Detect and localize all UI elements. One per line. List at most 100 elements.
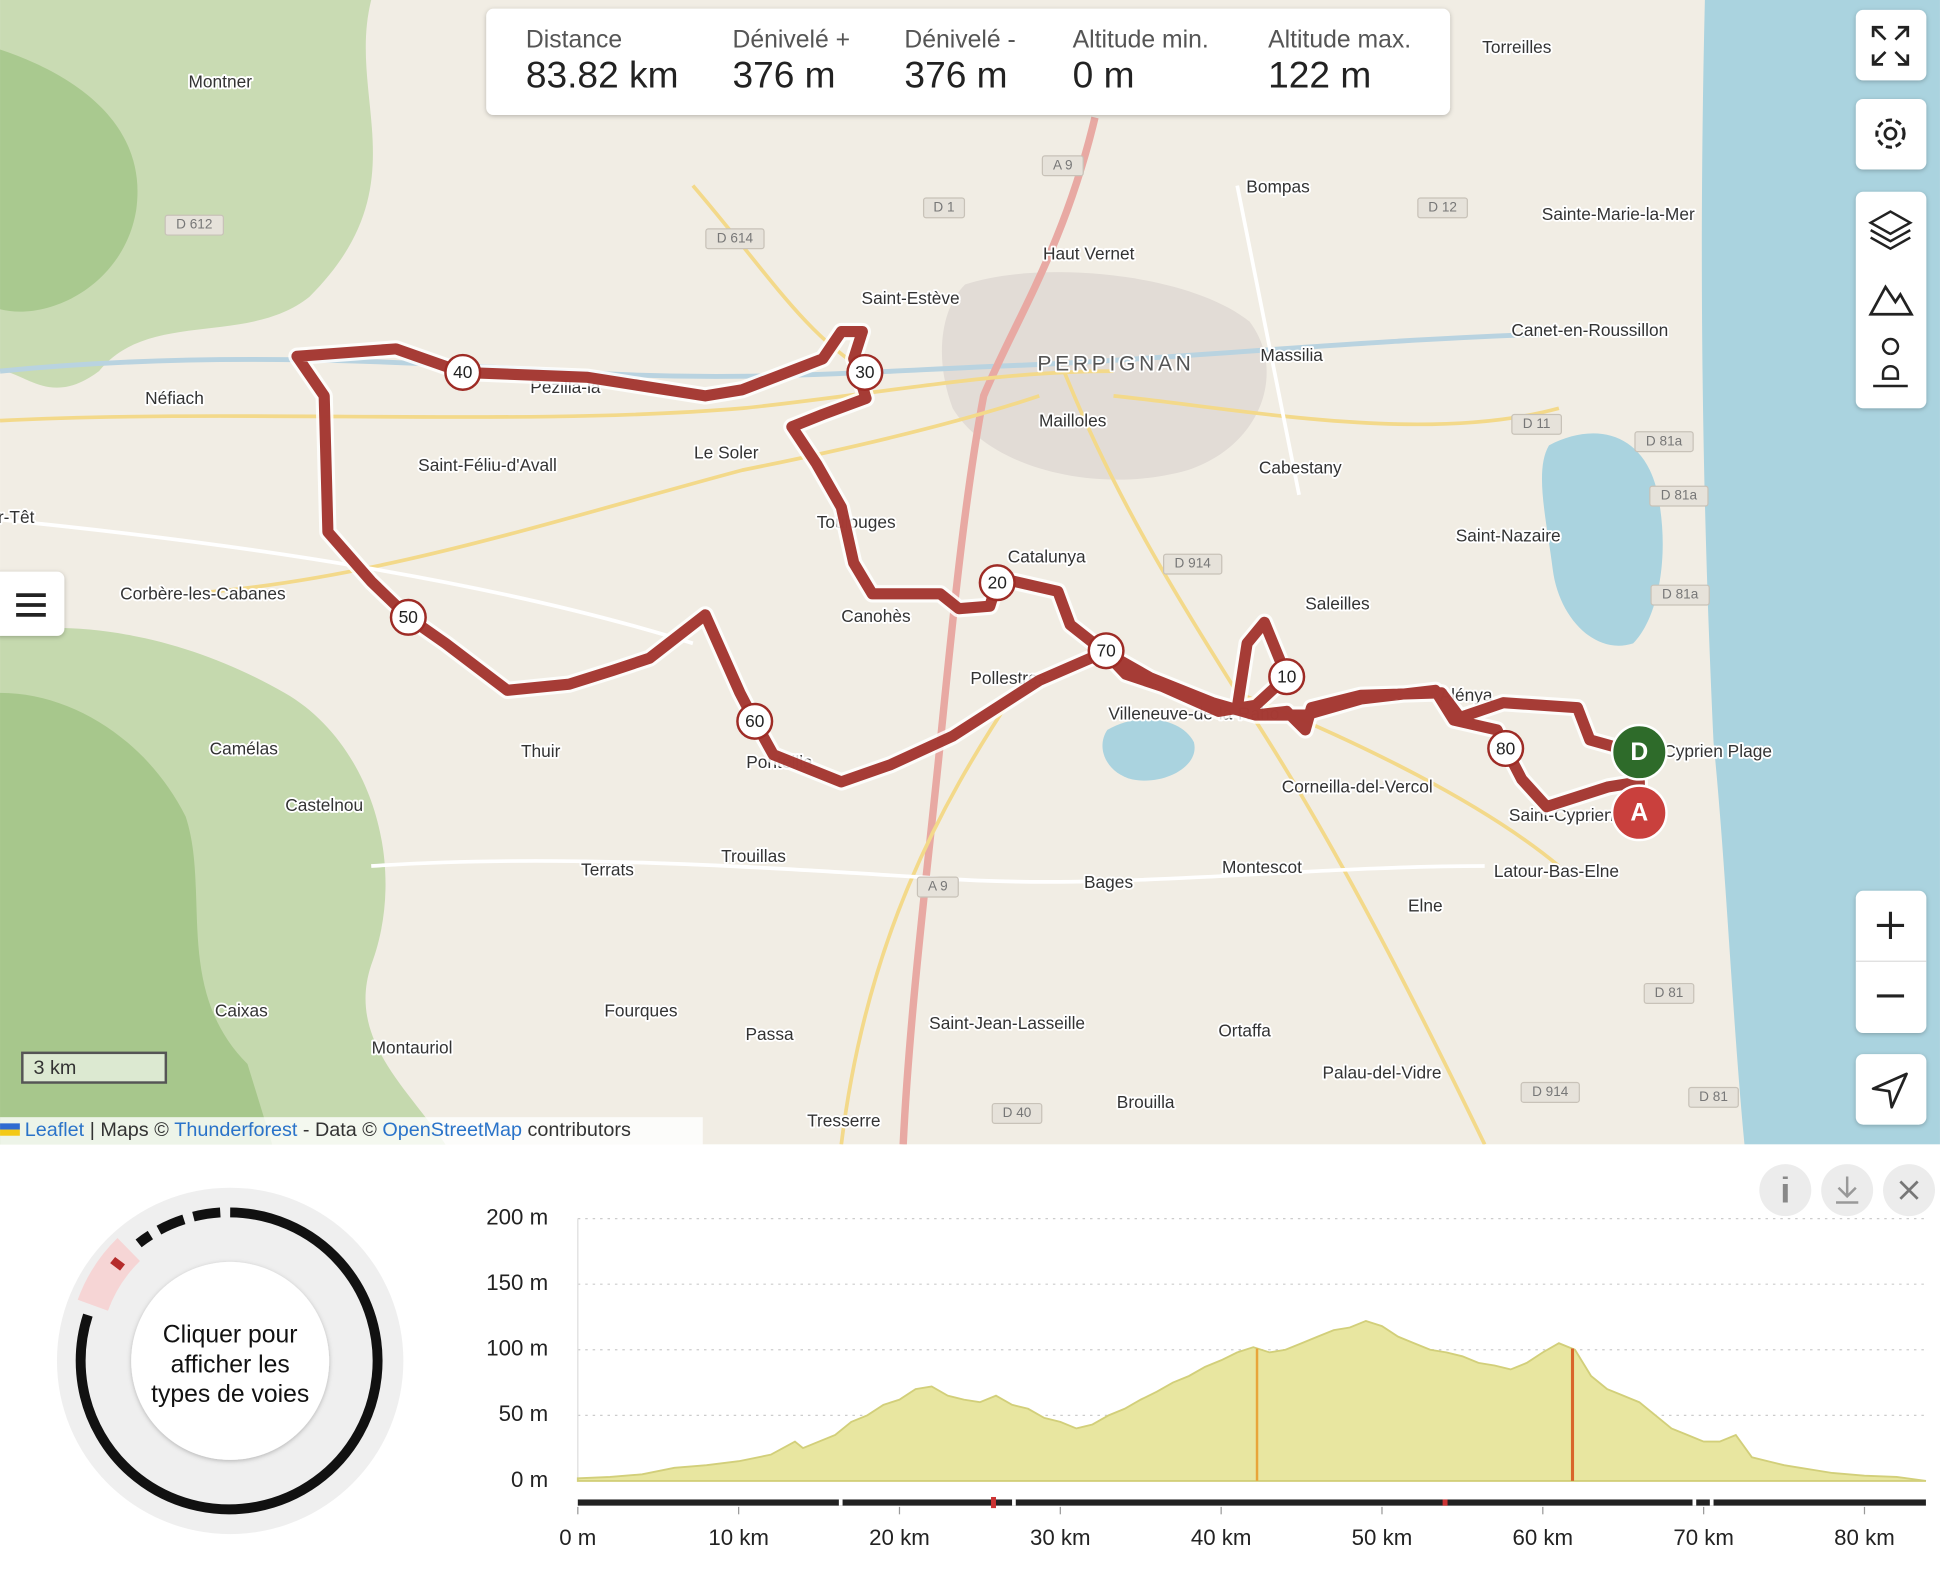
strip-gap [1709, 1499, 1714, 1506]
terrain-button[interactable] [1868, 284, 1914, 316]
place-label: Passa [746, 1024, 794, 1044]
km-marker [444, 353, 482, 391]
place-label: Bompas [1246, 177, 1310, 197]
locate-button[interactable] [1855, 1054, 1927, 1125]
road-label: D 81a [1661, 488, 1698, 503]
stat-label: Dénivelé + [732, 26, 850, 53]
place-label: Caixas [215, 1001, 268, 1021]
place-label: Ortaffa [1218, 1020, 1271, 1040]
info-button[interactable] [1759, 1164, 1812, 1217]
link[interactable]: OpenStreetMap [382, 1119, 522, 1141]
road-types-button[interactable]: Cliquer pour afficher les types de voies [56, 1187, 404, 1535]
x-tick-label: 80 km [1834, 1525, 1895, 1550]
x-tick-label: 70 km [1673, 1525, 1734, 1550]
zoom-control [1855, 890, 1927, 1034]
road-type-strip [577, 1499, 1926, 1506]
end-marker [1610, 784, 1668, 842]
road-label: D 614 [717, 230, 754, 245]
attribution-bg [0, 1117, 703, 1145]
km-marker-label: 50 [399, 607, 418, 627]
button[interactable] [1855, 1054, 1927, 1125]
button[interactable] [1855, 98, 1927, 170]
road-shield [1162, 553, 1223, 575]
elevation-profile: 0 m 50 m 100 m 150 m 200 m 0 m 10 km 20 km 30 km… [486, 1204, 1929, 1550]
link[interactable]: Thunderforest [174, 1119, 298, 1141]
route-line [291, 325, 1645, 819]
urban-area [941, 272, 1267, 480]
road-label: D 81 [1699, 1089, 1728, 1104]
strip-gap [1692, 1499, 1697, 1506]
icon [1899, 1180, 1919, 1200]
km-marker [846, 353, 884, 391]
settings-button[interactable] [1855, 98, 1927, 170]
text: - Data © [297, 1119, 382, 1141]
fullscreen-button[interactable] [1855, 9, 1927, 81]
place-label: Montescot [1222, 857, 1302, 877]
close-button[interactable] [1883, 1164, 1935, 1217]
stat-value: 83.82 km [526, 54, 679, 96]
place-label: Trouillas [721, 846, 786, 866]
road-label: D 612 [176, 217, 212, 232]
icon [1876, 911, 1905, 940]
text: | Maps © [84, 1119, 174, 1141]
download-button[interactable] [1821, 1164, 1874, 1217]
prompt-line: types de voies [151, 1381, 309, 1408]
layer-buttons [1855, 191, 1927, 409]
x-tick-label: 20 km [869, 1525, 930, 1550]
stat-label: Dénivelé - [904, 26, 1015, 53]
layers-button[interactable] [1868, 210, 1913, 251]
km-marker-label: 10 [1277, 667, 1296, 687]
place-label: Castelnou [285, 795, 363, 815]
road-shield [705, 228, 765, 250]
km-marker-label: 60 [745, 711, 764, 731]
road-shield [1649, 485, 1709, 507]
place-label: Néfiach [145, 388, 204, 408]
motorway [899, 116, 1099, 1145]
button[interactable] [1855, 9, 1927, 81]
road-label: A 9 [928, 879, 948, 894]
stats-panel [486, 8, 1451, 116]
attribution-text: Leaflet | Maps © Thunderforest - Data © … [25, 1119, 631, 1141]
map[interactable]: Montner Torreilles Bompas Haut Vernet Sainte… [0, 0, 1940, 1146]
stat-value: 376 m [732, 54, 835, 96]
road-shield [1634, 431, 1694, 453]
stat-label: Altitude min. [1073, 26, 1209, 53]
zoom-in-button[interactable] [1876, 911, 1905, 940]
x-tick-label: 0 m [559, 1525, 596, 1550]
scale-box [21, 1051, 168, 1084]
place-label: PERPIGNAN [1037, 353, 1194, 376]
road-label: D 1 [933, 199, 954, 214]
text: contributors [522, 1119, 631, 1141]
km-marker-label: 70 [1096, 641, 1115, 661]
stat-value: 122 m [1268, 54, 1371, 96]
strip-mark [991, 1496, 996, 1509]
place-label: Tresserre [807, 1111, 880, 1131]
button-group [1855, 890, 1927, 1034]
bottom-panel: Cliquer pour afficher les types de voies… [0, 1144, 1940, 1592]
place-label: Canet-en-Roussillon [1511, 320, 1668, 340]
y-tick-label: 50 m [499, 1401, 548, 1426]
person-button[interactable] [1873, 337, 1908, 388]
place-label: Saint-Estève [862, 288, 960, 308]
km-marker-label: 20 [988, 573, 1007, 593]
map-controls [0, 9, 1927, 1125]
forest [0, 692, 273, 1145]
place-label: Brouilla [1117, 1092, 1175, 1112]
stat-label: Distance [526, 26, 622, 53]
icon [1871, 1072, 1908, 1109]
menu-button[interactable] [0, 571, 65, 636]
y-tick-label: 100 m [486, 1336, 548, 1361]
km-marker [389, 598, 427, 636]
prompt-line: Cliquer pour [163, 1322, 298, 1349]
icon [1871, 25, 1910, 66]
icon [16, 593, 46, 617]
place-label: Sainte-Marie-la-Mer [1542, 204, 1695, 224]
flag [0, 1129, 20, 1136]
road-labels: A 9 D 1 D 612 D 614 D 12 D 11 D 81a D 81a D 81a D… [164, 155, 1739, 1124]
x-tick-label: 30 km [1030, 1525, 1091, 1550]
scale-bar: 3 km [21, 1051, 168, 1084]
stat-label: Altitude max. [1268, 26, 1411, 53]
link[interactable]: Leaflet [25, 1119, 85, 1141]
